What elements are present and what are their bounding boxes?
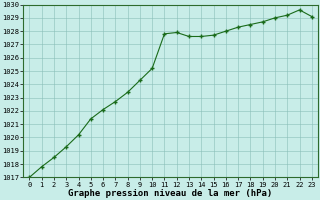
X-axis label: Graphe pression niveau de la mer (hPa): Graphe pression niveau de la mer (hPa) xyxy=(68,189,273,198)
